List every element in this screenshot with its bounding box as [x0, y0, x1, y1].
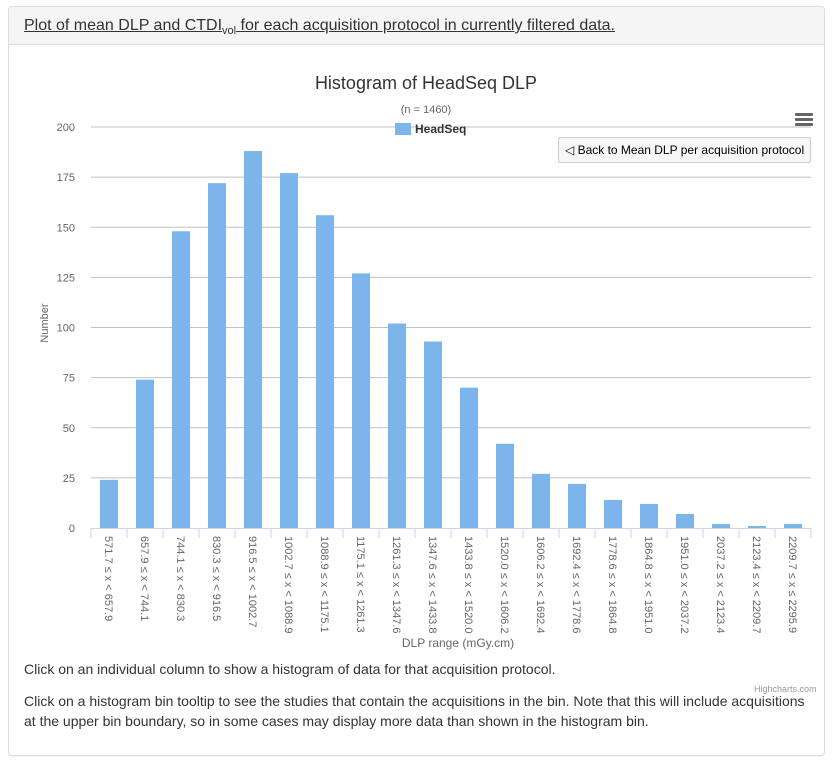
grid-lines	[91, 126, 811, 479]
y-tick-label: 125	[57, 272, 75, 284]
histogram-bar[interactable]	[496, 443, 514, 528]
histogram-bar[interactable]	[352, 273, 370, 528]
x-tick-label: 2209.7 ≤ x ≤ 2295.9	[786, 536, 798, 633]
histogram-bar[interactable]	[424, 341, 442, 528]
bars	[100, 151, 802, 529]
hamburger-menu-icon[interactable]	[795, 113, 813, 129]
chart-panel: Plot of mean DLP and CTDIvol for each ac…	[8, 6, 825, 756]
chart-svg: 0 25 50 75 100 125 150 175 200 571.7 ≤ x < 657.9…	[39, 73, 812, 650]
x-tick-label: 1951.0 ≤ x < 2037.2	[678, 536, 690, 633]
legend-swatch	[395, 123, 411, 135]
histogram-bar[interactable]	[280, 173, 298, 529]
x-tick-label: 2123.4 ≤ x < 2209.7	[750, 536, 762, 633]
histogram-bar[interactable]	[172, 231, 190, 528]
histogram-bar[interactable]	[748, 525, 766, 528]
y-tick-label: 50	[63, 423, 75, 435]
x-tick-label: 1088.9 ≤ x < 1175.1	[318, 536, 330, 633]
title-text-tail: for each acquisition protocol in current…	[236, 17, 615, 34]
histogram-bar[interactable]	[784, 523, 802, 528]
histogram-bar[interactable]	[568, 483, 586, 528]
x-tick-label: 1520.0 ≤ x < 1606.2	[498, 536, 510, 633]
x-tick-label: 1692.4 ≤ x < 1778.6	[570, 536, 582, 633]
panel-title-link[interactable]: Plot of mean DLP and CTDIvol for each ac…	[24, 17, 615, 38]
histogram-bar[interactable]	[460, 387, 478, 528]
x-tick-label: 830.3 ≤ x < 916.5	[210, 536, 222, 621]
x-tick-label: 1433.8 ≤ x < 1520.0	[462, 536, 474, 633]
histogram-bar[interactable]	[640, 503, 658, 528]
y-axis-title: Number	[39, 303, 51, 342]
histogram-bar[interactable]	[388, 323, 406, 528]
x-axis: 571.7 ≤ x < 657.9 657.9 ≤ x < 744.1 744.1 …	[90, 528, 812, 633]
x-tick-label: 916.5 ≤ x < 1002.7	[246, 536, 258, 627]
y-tick-label: 175	[57, 172, 75, 184]
panel-title: Plot of mean DLP and CTDIvol for each ac…	[24, 7, 809, 50]
y-tick-label: 200	[57, 122, 75, 134]
x-tick-label: 1002.7 ≤ x < 1088.9	[282, 536, 294, 633]
back-to-mean-dlp-button[interactable]: ◁ Back to Mean DLP per acquisition proto…	[558, 137, 812, 163]
highcharts-credits-link[interactable]: Highcharts.com	[754, 684, 817, 694]
histogram-bar[interactable]	[532, 473, 550, 528]
x-tick-label: 1175.1 ≤ x < 1261.3	[354, 536, 366, 633]
title-subscript: vol	[222, 25, 237, 38]
y-tick-label: 100	[57, 323, 75, 335]
y-axis-ticks: 0 25 50 75 100 125 150 175 200	[57, 122, 75, 535]
y-tick-label: 150	[57, 222, 75, 234]
x-tick-label: 571.7 ≤ x < 657.9	[102, 536, 114, 621]
x-tick-label: 1261.3 ≤ x < 1347.6	[390, 536, 402, 633]
chart-subtitle: (n = 1460)	[401, 104, 451, 116]
title-text: Plot of mean DLP and CTDI	[24, 17, 223, 34]
x-tick-label: 2037.2 ≤ x < 2123.4	[714, 536, 726, 633]
description-click-column: Click on an individual column to show a …	[24, 661, 556, 677]
y-tick-label: 0	[69, 523, 75, 535]
x-tick-label: 744.1 ≤ x < 830.3	[174, 536, 186, 621]
x-axis-title: DLP range (mGy.cm)	[402, 636, 514, 650]
legend-label[interactable]: HeadSeq	[415, 122, 466, 136]
histogram-bar[interactable]	[208, 183, 226, 528]
panel-heading: Plot of mean DLP and CTDIvol for each ac…	[9, 7, 824, 45]
x-tick-label: 1347.6 ≤ x < 1433.8	[426, 536, 438, 633]
histogram-bar[interactable]	[136, 379, 154, 528]
histogram-bar[interactable]	[244, 151, 262, 528]
y-tick-label: 75	[63, 373, 75, 385]
description-click-tooltip: Click on a histogram bin tooltip to see …	[24, 693, 805, 729]
y-tick-label: 25	[63, 473, 75, 485]
x-tick-label: 1606.2 ≤ x < 1692.4	[534, 536, 546, 633]
legend[interactable]: HeadSeq	[395, 122, 466, 136]
histogram-bar[interactable]	[316, 215, 334, 528]
x-tick-label: 657.9 ≤ x < 744.1	[138, 536, 150, 621]
histogram-bar[interactable]	[604, 499, 622, 528]
histogram-bar[interactable]	[676, 513, 694, 528]
histogram-chart: 0 25 50 75 100 125 150 175 200 571.7 ≤ x < 657.9…	[9, 45, 824, 694]
chart-title: Histogram of HeadSeq DLP	[315, 73, 537, 93]
x-tick-label: 1778.6 ≤ x < 1864.8	[606, 536, 618, 633]
histogram-bar[interactable]	[712, 523, 730, 528]
x-tick-label: 1864.8 ≤ x < 1951.0	[642, 536, 654, 633]
histogram-bar[interactable]	[100, 479, 118, 528]
